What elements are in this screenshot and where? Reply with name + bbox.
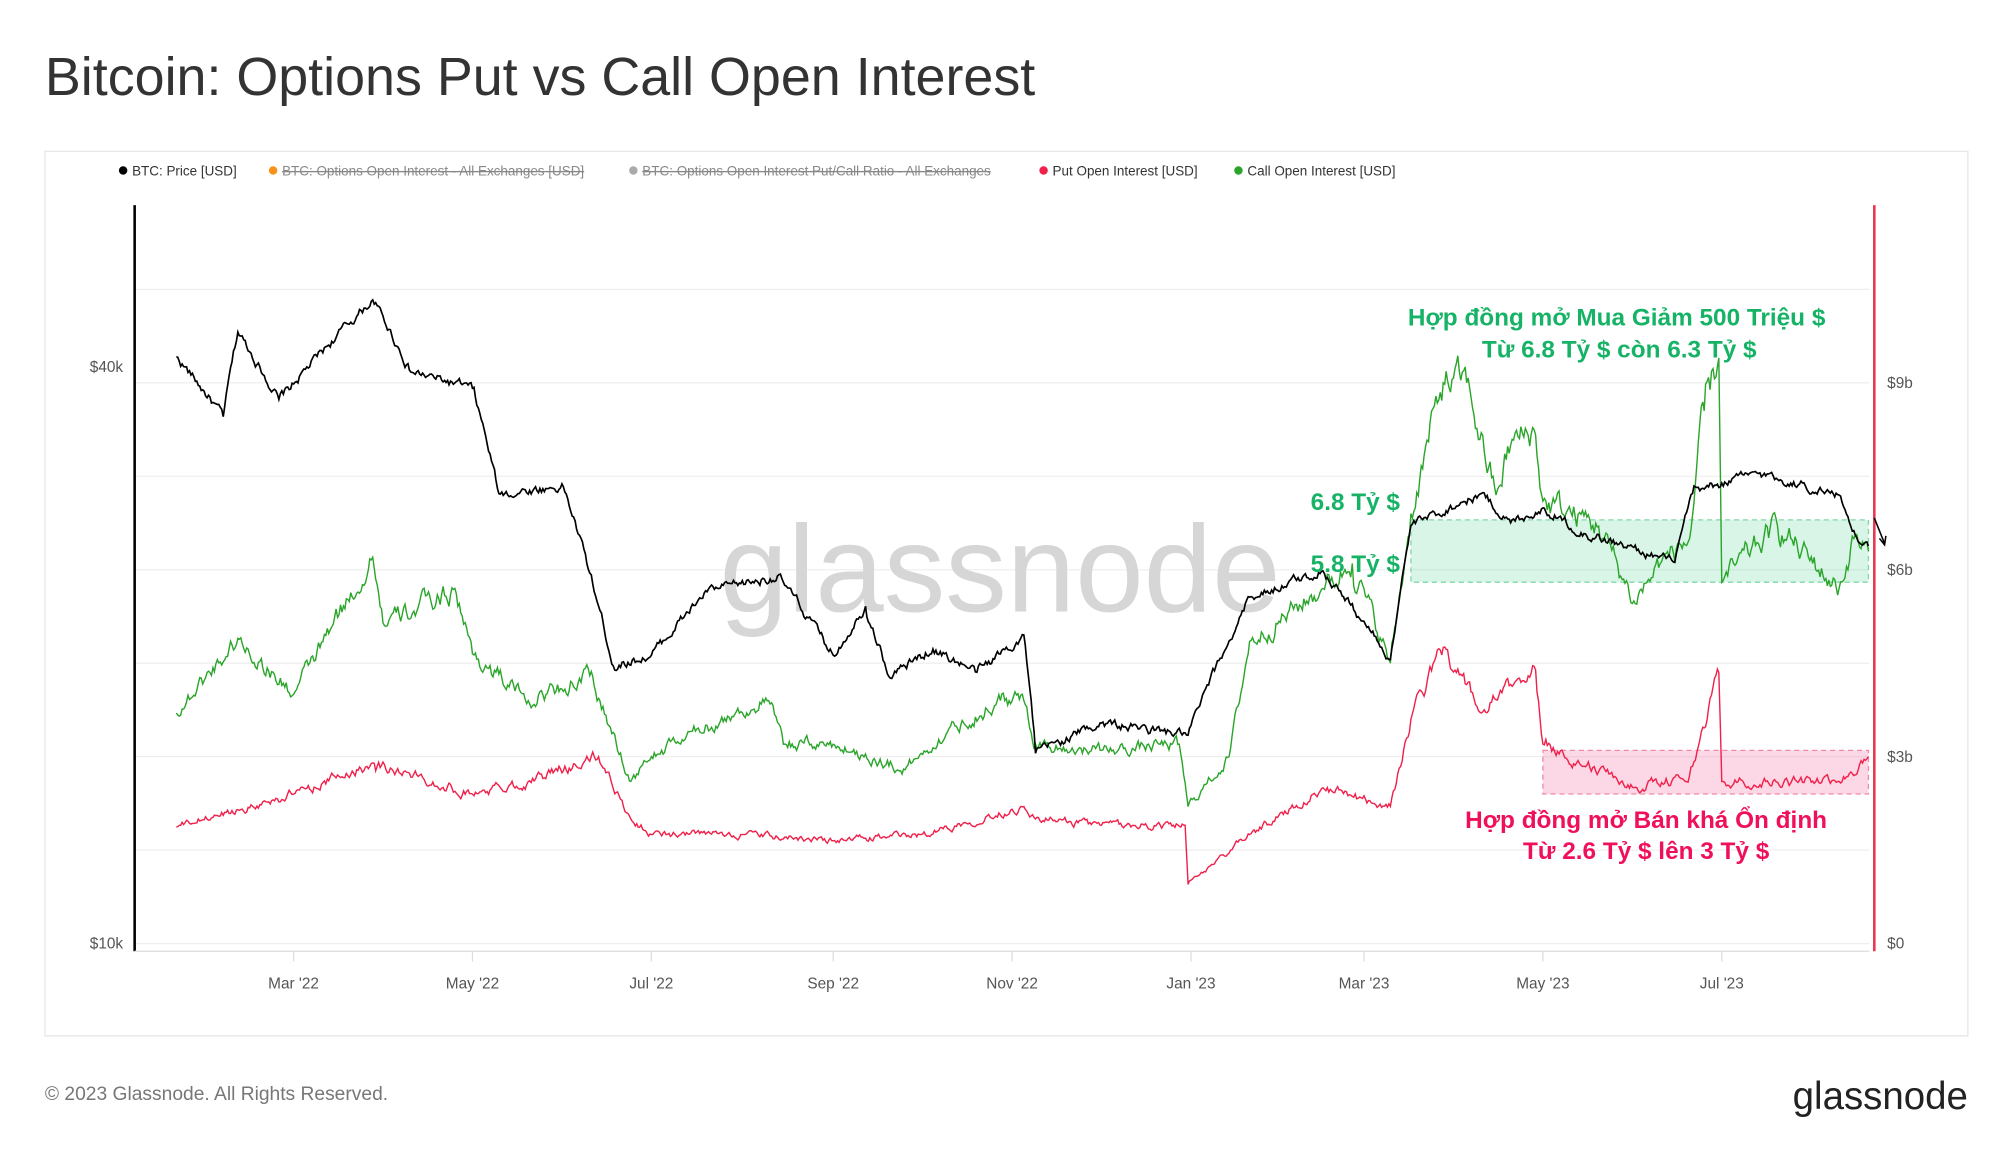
call-oi-line [175, 355, 1870, 807]
y-right-tick-label: $6b [1887, 562, 1913, 579]
put-oi-line [176, 646, 1870, 885]
annotations: Hợp đồng mở Mua Giảm 500 Triệu $ Từ 6.8 … [1311, 305, 1887, 865]
call-band-high-label: 6.8 Tỷ $ [1311, 489, 1401, 516]
y-left-tick-label: $40k [90, 359, 124, 376]
put-band [1542, 749, 1870, 795]
chart-frame [44, 150, 1969, 1037]
x-tick-label: Jan '23 [1166, 975, 1215, 992]
copyright: © 2023 Glassnode. All Rights Reserved. [45, 1084, 388, 1105]
x-tick-label: Jul '22 [629, 975, 673, 992]
x-tick-label: Jul '23 [1700, 975, 1744, 992]
grid [134, 288, 1870, 945]
arrow-down-icon [1873, 517, 1887, 547]
x-tick-label: Sep '22 [807, 975, 859, 992]
y-right-tick-label: $9b [1887, 375, 1913, 392]
legend-dot [118, 166, 128, 175]
glassnode-logo: glassnode [1793, 1075, 1968, 1118]
y-right-tick-label: $0 [1887, 936, 1904, 953]
call-annotation-line2: Từ 6.8 Tỷ $ còn 6.3 Tỷ $ [1482, 337, 1757, 364]
axis-ticks: Mar '22 May '22 Jul '22 Sep '22 Nov '22 Jan '… [90, 359, 1913, 992]
call-annotation-line1: Hợp đồng mở Mua Giảm 500 Triệu $ [1408, 305, 1826, 332]
y-right-tick-label: $3b [1887, 749, 1913, 766]
y-left-tick-label: $10k [90, 936, 124, 953]
x-tick-label: Mar '23 [1339, 975, 1390, 992]
put-annotation-line2: Từ 2.6 Tỷ $ lên 3 Tỷ $ [1523, 838, 1770, 865]
x-tick-label: Mar '22 [268, 975, 319, 992]
x-tick-label: May '23 [1516, 975, 1569, 992]
put-annotation-line1: Hợp đồng mở Bán khá Ổn định [1465, 806, 1827, 834]
x-tick-label: May '22 [446, 975, 499, 992]
x-tick-label: Nov '22 [986, 975, 1038, 992]
legend-dot [268, 166, 278, 175]
legend-dot [1234, 166, 1243, 175]
legend-item: Call Open Interest [USD] [1247, 164, 1395, 179]
legend-dot [1039, 166, 1048, 175]
legend-dot [629, 166, 638, 175]
series-lines [175, 298, 1870, 885]
legend-item: BTC: Options Open Interest Put/Call Rati… [642, 164, 991, 179]
call-band-low-label: 5.8 Tỷ $ [1311, 551, 1401, 578]
watermark: glassnode [719, 502, 1280, 639]
legend-item: Put Open Interest [USD] [1053, 164, 1198, 179]
legend: BTC: Price [USD] BTC: Options Open Intere… [118, 164, 1395, 179]
legend-item: BTC: Price [USD] [132, 164, 237, 179]
legend-item: BTC: Options Open Interest - All Exchang… [282, 164, 584, 179]
price-line [176, 298, 1870, 754]
page-title: Bitcoin: Options Put vs Call Open Intere… [45, 47, 1035, 107]
